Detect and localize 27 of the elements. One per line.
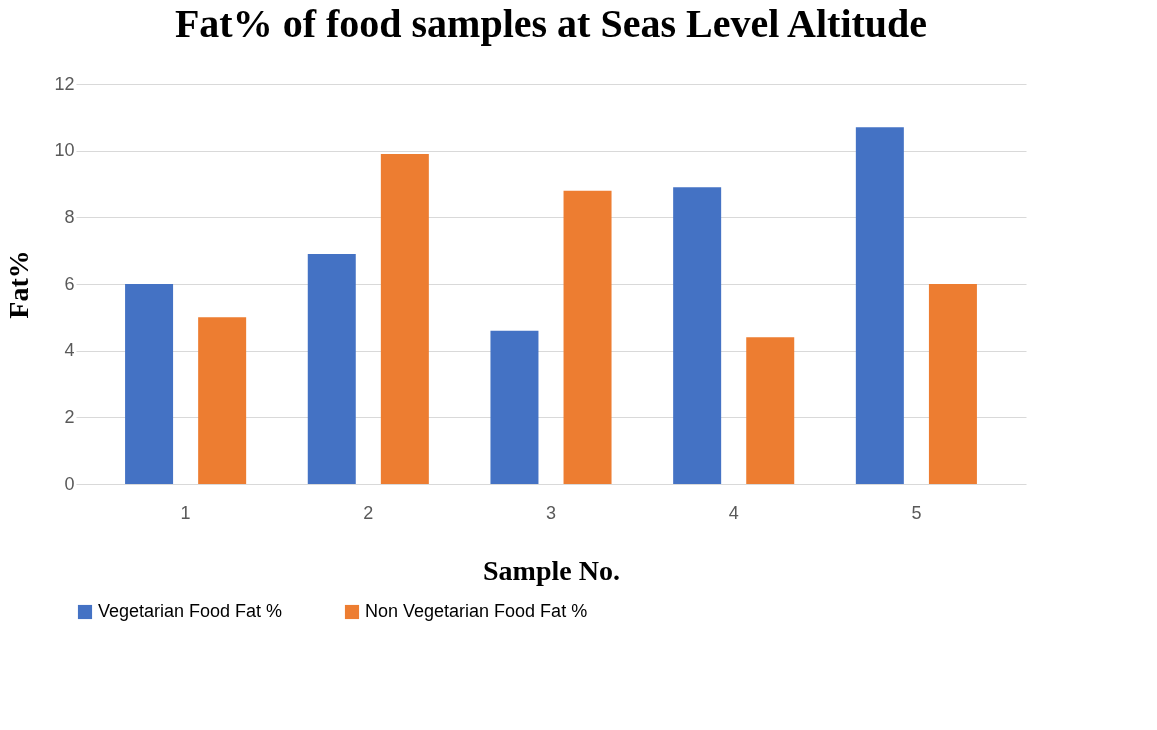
y-tick-label: 2 xyxy=(64,406,75,427)
bar xyxy=(673,187,722,484)
bar xyxy=(125,284,174,484)
bar xyxy=(928,284,977,484)
bar xyxy=(307,254,356,484)
bar xyxy=(490,330,539,484)
y-tick-label: 12 xyxy=(54,73,75,94)
y-tick-label: 4 xyxy=(64,340,75,361)
bar xyxy=(746,337,795,484)
x-tick-label: 4 xyxy=(728,502,739,523)
bar xyxy=(563,190,612,484)
x-axis-title: Sample No. xyxy=(483,554,620,586)
bar xyxy=(198,317,247,484)
y-tick-label: 8 xyxy=(64,206,75,227)
x-tick-label: 5 xyxy=(911,502,922,523)
x-tick-label: 1 xyxy=(180,502,191,523)
y-tick-label: 6 xyxy=(64,273,75,294)
bar xyxy=(380,154,429,484)
x-tick-label: 3 xyxy=(545,502,557,523)
bar xyxy=(855,127,904,484)
legend-label: Non Vegetarian Food Fat % xyxy=(365,601,588,621)
x-tick-label: 2 xyxy=(363,502,374,523)
y-axis-title: Fat% xyxy=(3,250,35,319)
y-tick-label: 10 xyxy=(54,140,75,161)
y-tick-label: 0 xyxy=(64,473,75,494)
chart-title: Fat% of food samples at Seas Level Altitude xyxy=(174,1,928,46)
legend-label: Vegetarian Food Fat % xyxy=(98,601,283,621)
